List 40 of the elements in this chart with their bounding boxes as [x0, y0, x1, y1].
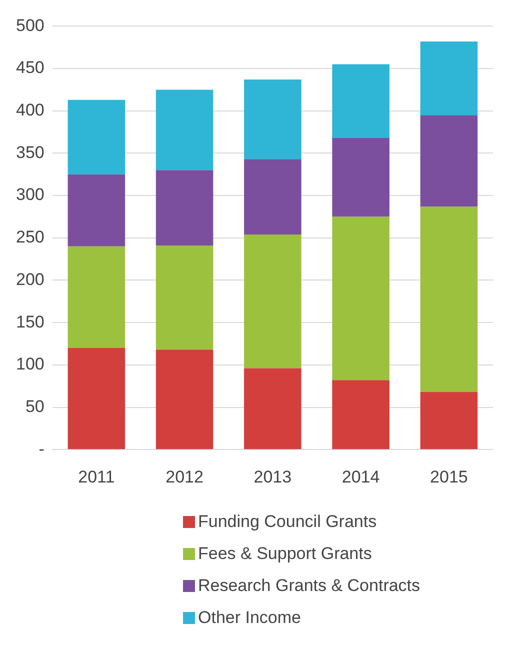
bar [244, 159, 302, 235]
bar [156, 90, 214, 170]
bar [156, 350, 214, 450]
bar [244, 368, 302, 450]
x-tick-label: 2013 [254, 467, 292, 486]
y-tick-label: 50 [25, 396, 44, 416]
y-tick-label: 350 [16, 142, 44, 162]
bar [332, 64, 390, 138]
bar [156, 246, 214, 350]
bar [68, 100, 126, 174]
bar [332, 380, 390, 450]
y-tick-label: 100 [16, 354, 44, 374]
bar [420, 392, 478, 450]
y-tick-label: 300 [16, 185, 44, 204]
bar [420, 115, 478, 207]
x-tick-label: 2015 [430, 467, 468, 486]
bar [244, 80, 302, 160]
bar [68, 348, 126, 450]
bar [420, 206, 478, 392]
bar [420, 41, 478, 116]
legend-label: Research Grants & Contracts [198, 576, 420, 596]
legend-label: Fees & Support Grants [198, 544, 372, 564]
bar [156, 170, 214, 246]
bar [68, 246, 126, 348]
y-tick-label: 250 [16, 228, 44, 247]
y-tick-label: 150 [16, 312, 44, 332]
y-tick-label: 450 [16, 58, 44, 78]
x-tick-label: 2011 [78, 467, 115, 486]
y-tick-label: - [38, 439, 44, 458]
x-tick-label: 2012 [166, 467, 204, 486]
y-tick-label: 500 [16, 16, 44, 35]
bar [244, 234, 302, 368]
bar [332, 216, 390, 380]
x-tick-label: 2014 [342, 467, 380, 486]
bar [68, 174, 126, 246]
bar [332, 138, 390, 217]
legend-label: Funding Council Grants [198, 512, 377, 532]
y-tick-label: 200 [16, 270, 44, 289]
y-tick-label: 400 [16, 100, 44, 120]
legend-label: Other Income [198, 608, 301, 628]
